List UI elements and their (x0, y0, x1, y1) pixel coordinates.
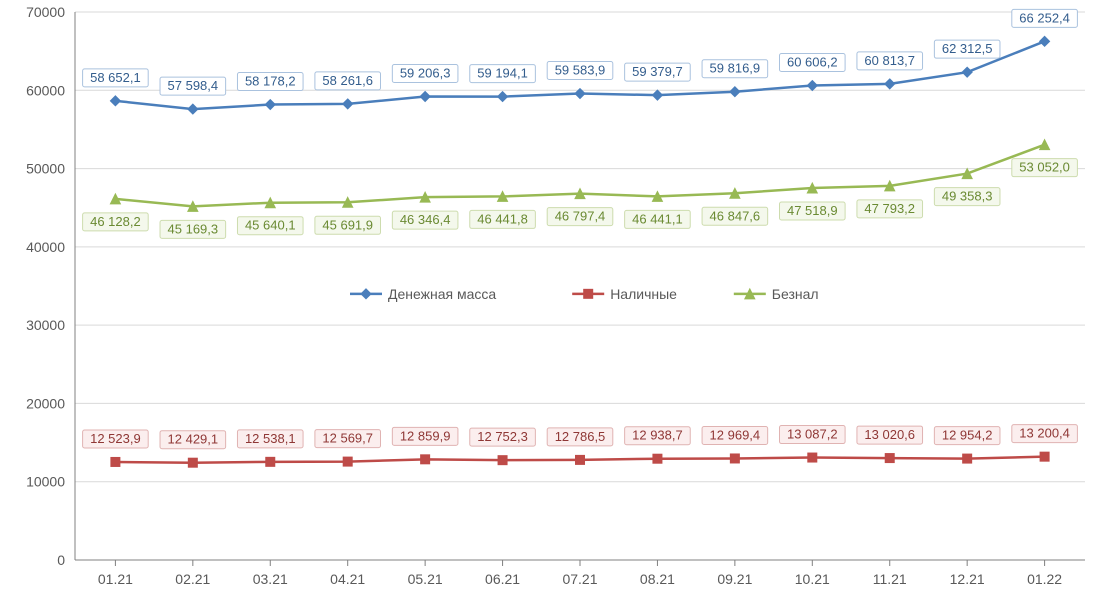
data-label: 12 786,5 (555, 429, 606, 444)
data-label: 58 652,1 (90, 70, 141, 85)
data-marker (962, 67, 972, 77)
data-label: 53 052,0 (1019, 160, 1070, 175)
data-marker (266, 457, 275, 466)
x-tick-label: 01.21 (98, 571, 133, 587)
x-tick-label: 02.21 (175, 571, 210, 587)
data-label: 59 206,3 (400, 65, 451, 80)
data-label: 47 793,2 (864, 201, 915, 216)
x-tick-label: 11.21 (873, 571, 907, 587)
y-tick-label: 10000 (26, 474, 65, 490)
y-tick-label: 20000 (26, 395, 65, 411)
data-label: 49 358,3 (942, 189, 993, 204)
data-label: 46 441,8 (477, 211, 528, 226)
data-label: 12 538,1 (245, 431, 296, 446)
y-tick-label: 0 (57, 552, 65, 568)
data-marker (730, 454, 739, 463)
data-label: 45 169,3 (168, 221, 219, 236)
legend-label: Денежная масса (388, 286, 496, 302)
data-label: 59 194,1 (477, 66, 528, 81)
y-tick-label: 50000 (26, 161, 65, 177)
chart-canvas: 0 10000 20000 30000 40000 50000 60000 70000 01.2… (0, 0, 1100, 604)
data-marker (421, 455, 430, 464)
x-tick-label: 09.21 (717, 571, 752, 587)
data-label: 12 969,4 (710, 427, 761, 442)
x-tick-label: 04.21 (330, 571, 365, 587)
x-tick-label: 07.21 (562, 571, 597, 587)
data-label: 13 020,6 (864, 427, 915, 442)
data-marker (111, 457, 120, 466)
data-marker (265, 100, 275, 110)
data-label: 46 797,4 (555, 209, 606, 224)
data-marker (653, 454, 662, 463)
data-marker (361, 289, 371, 299)
data-label: 58 178,2 (245, 74, 296, 89)
data-label: 12 569,7 (322, 431, 373, 446)
data-label: 46 441,1 (632, 211, 683, 226)
data-label: 58 261,6 (322, 73, 373, 88)
legend-label: Безнал (772, 286, 819, 302)
data-label: 59 816,9 (710, 61, 761, 76)
data-label: 46 847,6 (710, 208, 761, 223)
x-tick-label: 12.21 (950, 571, 985, 587)
data-label: 47 518,9 (787, 203, 838, 218)
x-tick-label: 01.22 (1027, 571, 1062, 587)
data-marker (498, 92, 508, 102)
data-marker (188, 104, 198, 114)
data-label: 12 938,7 (632, 428, 683, 443)
data-marker (885, 454, 894, 463)
data-marker (807, 81, 817, 91)
x-tick-label: 08.21 (640, 571, 675, 587)
data-label: 62 312,5 (942, 41, 993, 56)
data-marker (576, 455, 585, 464)
data-label: 46 346,4 (400, 212, 451, 227)
y-tick-label: 30000 (26, 317, 65, 333)
data-label: 59 583,9 (555, 63, 606, 78)
data-marker (188, 458, 197, 467)
data-marker (1040, 452, 1049, 461)
x-tick-label: 03.21 (253, 571, 288, 587)
data-label: 60 813,7 (864, 53, 915, 68)
data-label: 13 200,4 (1019, 426, 1070, 441)
data-label: 12 429,1 (168, 432, 219, 447)
data-marker (652, 90, 662, 100)
legend-label: Наличные (610, 286, 677, 302)
y-tick-label: 70000 (26, 4, 65, 20)
data-marker (808, 453, 817, 462)
data-marker (343, 99, 353, 109)
x-tick-label: 06.21 (485, 571, 520, 587)
x-tick-label: 05.21 (408, 571, 443, 587)
data-label: 60 606,2 (787, 55, 838, 70)
data-marker (885, 79, 895, 89)
x-tick-label: 10.21 (795, 571, 830, 587)
data-label: 45 640,1 (245, 218, 296, 233)
data-label: 66 252,4 (1019, 10, 1070, 25)
data-label: 12 752,3 (477, 429, 528, 444)
data-marker (110, 96, 120, 106)
data-marker (584, 289, 593, 298)
data-marker (730, 87, 740, 97)
data-label: 57 598,4 (168, 78, 219, 93)
data-marker (498, 456, 507, 465)
data-marker (343, 457, 352, 466)
y-tick-label: 40000 (26, 239, 65, 255)
data-label: 12 523,9 (90, 431, 141, 446)
data-marker (1040, 36, 1050, 46)
data-label: 12 954,2 (942, 428, 993, 443)
data-marker (420, 91, 430, 101)
data-label: 46 128,2 (90, 214, 141, 229)
y-tick-label: 60000 (26, 82, 65, 98)
data-label: 13 087,2 (787, 427, 838, 442)
data-label: 12 859,9 (400, 428, 451, 443)
line-chart: 0 10000 20000 30000 40000 50000 60000 70000 01.2… (0, 0, 1100, 604)
data-marker (963, 454, 972, 463)
data-label: 45 691,9 (322, 217, 373, 232)
data-label: 59 379,7 (632, 64, 683, 79)
